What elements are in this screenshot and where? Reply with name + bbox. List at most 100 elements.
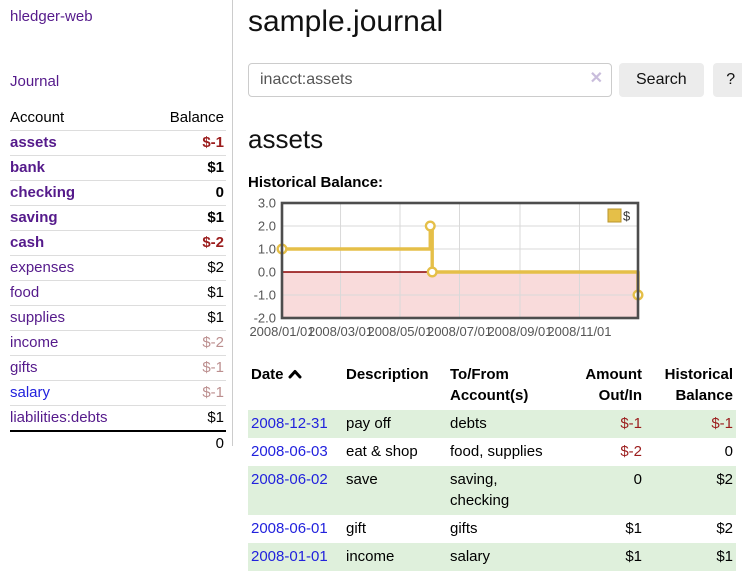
transaction-date-link[interactable]: 2008-12-31	[251, 415, 328, 432]
account-row-income: income $-2	[10, 330, 226, 356]
account-balance: $1	[148, 280, 226, 306]
account-heading: assets	[248, 124, 324, 154]
historical-line1: Historical	[664, 366, 733, 383]
amount-line2: Out/In	[598, 387, 642, 404]
account-balance: $1	[148, 205, 226, 231]
svg-text:2008/03/01: 2008/03/01	[308, 324, 373, 339]
register-table: Date Description To/From Account(s) Amou…	[248, 361, 736, 571]
account-row-salary: salary $-1	[10, 380, 226, 406]
svg-text:-2.0: -2.0	[254, 311, 276, 326]
transaction-accounts: debts	[450, 410, 568, 438]
register-header-historical: Historical Balance	[644, 361, 736, 410]
accounts-total-row: 0	[10, 430, 226, 456]
chart-svg: 3.0 2.0 1.0 0.0 -1.0 -2.02008/01/012008/03/01…	[249, 198, 644, 339]
sidebar-item-journal[interactable]: Journal	[10, 73, 60, 90]
register-header-date[interactable]: Date	[248, 361, 346, 410]
register-row: 2008-01-01 income salary $1 $1	[248, 543, 736, 571]
account-link-assets[interactable]: assets	[10, 134, 57, 151]
register-header-row: Date Description To/From Account(s) Amou…	[248, 361, 736, 410]
account-row-expenses: expenses $2	[10, 255, 226, 281]
account-balance: $-1	[148, 355, 226, 381]
accounts-header-row: Account Balance	[10, 106, 226, 131]
account-row-saving: saving $1	[10, 205, 226, 231]
transaction-accounts: gifts	[450, 520, 478, 537]
account-row-supplies: supplies $1	[10, 305, 226, 331]
svg-text:2008/07/01: 2008/07/01	[427, 324, 492, 339]
account-row-liabilities-debts: liabilities:debts $1	[10, 405, 226, 431]
transaction-description: save	[346, 466, 450, 515]
svg-text:2008/09/01: 2008/09/01	[487, 324, 552, 339]
tofrom-line1: To/From	[450, 366, 509, 383]
account-link-gifts[interactable]: gifts	[10, 359, 38, 376]
sidebar-nav: Journal	[10, 73, 226, 91]
transaction-date-link[interactable]: 2008-06-03	[251, 443, 328, 460]
date-header-label: Date	[251, 366, 284, 383]
transaction-accounts: saving, checking	[450, 466, 568, 515]
account-row-assets: assets $-1	[10, 130, 226, 156]
transaction-balance: $2	[716, 520, 733, 537]
account-link-bank[interactable]: bank	[10, 159, 46, 176]
account-balance: 0	[148, 180, 226, 206]
main-content: sample.journal ✕ Search ? assets Histori…	[233, 0, 742, 582]
account-row-bank: bank $1	[10, 155, 226, 181]
account-balance: $1	[148, 155, 226, 181]
account-link-saving[interactable]: saving	[10, 209, 58, 226]
svg-text:2008/01/01: 2008/01/01	[249, 324, 314, 339]
svg-text:2008/11/01: 2008/11/01	[547, 324, 611, 339]
transaction-description: gift	[346, 520, 367, 537]
transaction-amount: $1	[625, 520, 642, 537]
account-balance: $1	[148, 405, 226, 431]
transaction-date-link[interactable]: 2008-01-01	[251, 548, 328, 565]
account-balance: $-2	[148, 230, 226, 256]
svg-text:0.0: 0.0	[258, 265, 276, 280]
svg-text:1.0: 1.0	[258, 242, 276, 257]
app-brand-link[interactable]: hledger-web	[10, 8, 93, 25]
account-link-liabilities-debts[interactable]: liabilities:debts	[10, 409, 108, 426]
transaction-balance: $-1	[644, 410, 736, 438]
transaction-description: income	[346, 543, 450, 571]
search-button[interactable]: Search	[619, 63, 704, 97]
transaction-accounts: food, supplies	[450, 443, 543, 460]
svg-text:$: $	[623, 209, 631, 224]
svg-text:2008/05/01: 2008/05/01	[367, 324, 432, 339]
transaction-date-link[interactable]: 2008-06-02	[251, 471, 328, 488]
tofrom-line2: Account(s)	[450, 387, 529, 404]
transaction-date-link[interactable]: 2008-06-01	[251, 520, 328, 537]
accounts-header-balance: Balance	[169, 109, 224, 126]
register-row: 2008-06-02 save saving, checking 0 $2	[248, 466, 736, 515]
register-header-tofrom: To/From Account(s)	[450, 361, 568, 410]
account-balance: $-1	[148, 130, 226, 156]
account-link-income[interactable]: income	[10, 334, 59, 351]
account-link-cash[interactable]: cash	[10, 234, 45, 251]
account-link-food[interactable]: food	[10, 284, 40, 301]
historical-balance-chart: 3.0 2.0 1.0 0.0 -1.0 -2.0 2008/01/01 2008/03/01…	[248, 198, 742, 345]
accounts-table: Account Balance assets $-1 bank $1 check…	[10, 106, 226, 456]
account-row-checking: checking 0	[10, 180, 226, 206]
transaction-amount: 0	[568, 466, 644, 515]
svg-text:3.0: 3.0	[258, 198, 276, 211]
account-link-expenses[interactable]: expenses	[10, 259, 75, 276]
register-row: 2008-06-01 gift gifts $1 $2	[248, 515, 736, 543]
account-link-salary[interactable]: salary	[10, 384, 51, 401]
account-balance: $-1	[148, 380, 226, 406]
transaction-description: eat & shop	[346, 443, 418, 460]
svg-text:-1.0: -1.0	[254, 288, 276, 303]
page-title: sample.journal	[248, 5, 444, 38]
account-row-food: food $1	[10, 280, 226, 306]
chart-heading: Historical Balance:	[248, 174, 384, 191]
help-button[interactable]: ?	[712, 63, 742, 97]
sort-ascending-icon	[288, 365, 302, 386]
transaction-amount: $-2	[620, 443, 642, 460]
historical-line2: Balance	[675, 387, 733, 404]
transaction-amount: $-1	[568, 410, 644, 438]
transaction-accounts: salary	[450, 543, 568, 571]
search-input[interactable]	[248, 63, 612, 97]
clear-search-icon[interactable]: ✕	[589, 70, 603, 87]
account-row-cash: cash $-2	[10, 230, 226, 256]
transaction-amount: $1	[568, 543, 644, 571]
transaction-balance: $2	[644, 466, 736, 515]
account-balance: $2	[148, 255, 226, 281]
account-link-supplies[interactable]: supplies	[10, 309, 66, 326]
account-link-checking[interactable]: checking	[10, 184, 76, 201]
